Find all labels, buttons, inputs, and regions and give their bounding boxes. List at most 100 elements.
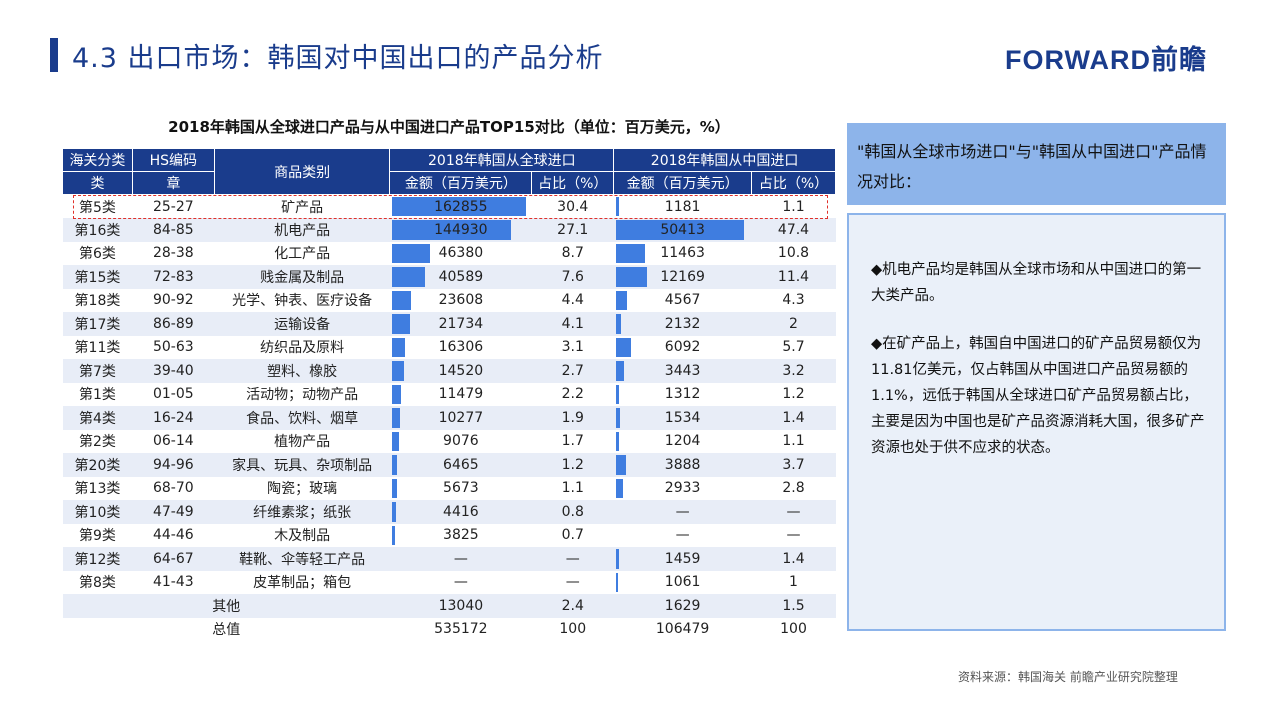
cell-gs: 2.4 — [531, 594, 614, 618]
cell-global-amount: 3825 — [390, 524, 532, 548]
cell-global-amount: 162855 — [390, 195, 532, 219]
cell-name: 食品、饮料、烟草 — [214, 406, 390, 430]
cell-cat: 第2类 — [78, 434, 116, 451]
cell-global-amount: 6465 — [389, 453, 532, 477]
table-row: 第11类 50-63 纺织品及原料 16306 3.1 6092 5.7 — [63, 336, 836, 360]
cell-hs: 90-92 — [152, 292, 194, 309]
cell-name: 贱金属及制品 — [214, 265, 390, 289]
cell-global-share: 1.7 — [561, 433, 584, 450]
cell-china-amount: 12169 — [613, 265, 752, 289]
value: 1204 — [664, 433, 701, 450]
note-2: ◆在矿产品上，韩国自中国进口的矿产品贸易额仅为11.81亿美元，仅占韩国从中国进… — [871, 336, 1205, 456]
cell-name: 植物产品 — [274, 434, 331, 451]
cell-hs: 39-40 — [132, 359, 215, 383]
cell-china-share: 1 — [789, 574, 798, 591]
value: 12169 — [660, 268, 705, 285]
cell-cat: 第1类 — [78, 387, 116, 404]
table-row-total: 总值 535172 100 106479 100 — [63, 618, 836, 642]
cell-china-share: 5.7 — [782, 339, 805, 356]
bar-global-amount — [391, 455, 398, 475]
bar-china-amount — [615, 243, 645, 263]
bar-china-amount — [615, 549, 620, 569]
cell-global-share: 8.7 — [561, 245, 584, 262]
cell-global-share: — — [565, 574, 580, 591]
cell-china-share: 4.3 — [782, 292, 805, 309]
value: 3443 — [664, 362, 701, 379]
cell-name: 木及制品 — [274, 528, 331, 545]
cell-china-share: — — [786, 527, 801, 544]
cell-china-amount: 1312 — [614, 383, 752, 407]
cell-china-amount: 6092 — [614, 336, 752, 360]
header-name: 商品类别 — [213, 148, 391, 195]
cell-china-amount: 1204 — [614, 430, 752, 454]
cell-name: 光学、钟表、医疗设备 — [232, 293, 373, 310]
cell-label: 总值 — [212, 622, 241, 639]
bar-global-amount — [391, 220, 512, 240]
cell-c: 106479 — [655, 621, 710, 638]
cell-name: 化工产品 — [274, 246, 331, 263]
bar-china-amount — [615, 267, 647, 287]
cell-china-amount: 2132 — [613, 312, 752, 336]
cell-global-amount: 46380 — [390, 242, 532, 266]
cell-hs: 44-46 — [152, 527, 194, 544]
cell-name: 机电产品 — [214, 218, 390, 242]
bar-china-amount — [615, 361, 625, 381]
cell-global-share: 2.2 — [561, 386, 584, 403]
cell-name: 家具、玩具、杂项制品 — [214, 453, 390, 477]
cell-china-amount: 11463 — [614, 242, 752, 266]
header-china-amount: 金额（百万美元） — [613, 171, 753, 195]
cell-cat: 第7类 — [62, 359, 133, 383]
table-row: 第17类 86-89 运输设备 21734 4.1 2132 2 — [62, 312, 836, 336]
table-row: 第6类 28-38 化工产品 46380 8.7 11463 10.8 — [63, 242, 836, 266]
cell-global-share: 4.4 — [561, 292, 584, 309]
cell-cat: 第13类 — [74, 481, 121, 498]
cell-china-share: 3.2 — [751, 359, 836, 383]
header-hs2: 章 — [131, 171, 215, 195]
bar-global-amount — [391, 267, 426, 287]
value: 50413 — [660, 221, 705, 238]
note-1: ◆机电产品均是韩国从全球市场和从中国进口的第一大类产品。 — [871, 262, 1202, 304]
cell-china-amount: 1181 — [614, 195, 752, 219]
cell-global-amount: 4416 — [389, 500, 532, 524]
cell-hs: 94-96 — [132, 453, 215, 477]
value: 4567 — [664, 292, 701, 309]
value: 1534 — [664, 409, 701, 426]
table-row: 第5类 25-27 矿产品 162855 30.4 1181 1.1 — [63, 195, 836, 219]
value: 2933 — [664, 480, 701, 497]
value: 5673 — [443, 480, 479, 497]
cell-global-share: 1.9 — [531, 406, 614, 430]
cell-name: 鞋靴、伞等轻工产品 — [214, 547, 390, 571]
cell-china-amount: — — [675, 527, 690, 544]
cell-china-amount: 2933 — [614, 477, 752, 501]
cell-global-amount: 9076 — [390, 430, 532, 454]
header-china: 2018年韩国从中国进口 — [613, 148, 836, 172]
bar-global-amount — [391, 478, 397, 498]
cell-china-share: 11.4 — [751, 265, 836, 289]
table-row: 第4类 16-24 食品、饮料、烟草 10277 1.9 1534 1.4 — [62, 406, 836, 430]
table-row: 第2类 06-14 植物产品 9076 1.7 1204 1.1 — [63, 430, 836, 454]
cell-hs: 06-14 — [152, 433, 194, 450]
cell-cat: 第15类 — [62, 265, 133, 289]
bar-global-amount — [391, 384, 402, 404]
cell-global-amount: — — [453, 574, 468, 591]
side-notes: ◆机电产品均是韩国从全球市场和从中国进口的第一大类产品。 ◆在矿产品上，韩国自中… — [847, 213, 1226, 631]
value: 46380 — [438, 245, 484, 262]
bar-global-amount — [391, 502, 396, 522]
cell-global-share: 27.1 — [531, 218, 614, 242]
table-row: 第8类 41-43 皮革制品；箱包 — — 1061 1 — [63, 571, 836, 595]
cell-china-amount: 50413 — [613, 218, 752, 242]
value: 9076 — [443, 433, 479, 450]
value: 1459 — [664, 550, 701, 567]
cell-cs: 100 — [780, 621, 807, 638]
cell-g: 13040 — [389, 594, 532, 618]
cell-global-amount: 40589 — [389, 265, 532, 289]
value: 162855 — [434, 198, 488, 215]
cell-global-share: 1.2 — [531, 453, 614, 477]
value: 10277 — [438, 409, 484, 426]
header-global: 2018年韩国从全球进口 — [389, 148, 615, 172]
bar-china-amount — [615, 572, 619, 592]
cell-global-amount: 144930 — [389, 218, 532, 242]
bar-china-amount — [615, 197, 619, 216]
cell-global-share: 1.1 — [561, 480, 584, 497]
header-cat2: 类 — [62, 171, 133, 195]
